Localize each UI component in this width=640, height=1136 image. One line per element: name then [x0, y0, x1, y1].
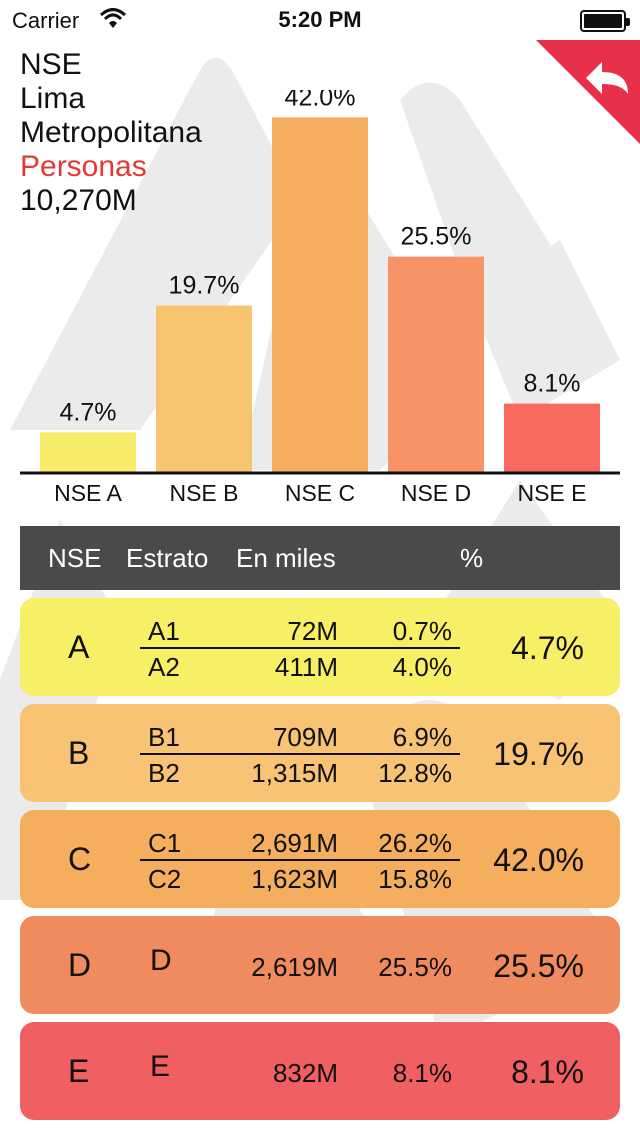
row-total-pct: 4.7% — [511, 630, 584, 666]
row-sub-pct: 0.7% — [392, 616, 452, 646]
wifi-icon — [100, 8, 126, 28]
row-nse: A — [68, 629, 90, 665]
row-miles: 1,315M — [251, 758, 338, 788]
category-label: NSE C — [285, 480, 355, 506]
header-pct: % — [460, 543, 484, 573]
category-label: NSE B — [169, 480, 238, 506]
title-line-total: 10,270M — [20, 184, 137, 217]
bar-value-label: 4.7% — [60, 398, 117, 426]
row-sub-pct: 4.0% — [392, 652, 452, 682]
row-sub-pct: 8.1% — [392, 1058, 452, 1088]
bar-nse-d — [388, 256, 484, 472]
clock: 5:20 PM — [278, 7, 362, 32]
table-row-b: B 19.7% B1 709M 6.9% B2 1,315M 12.8% — [20, 704, 620, 802]
row-sub-pct: 12.8% — [378, 758, 452, 788]
row-total-pct: 25.5% — [493, 948, 584, 984]
carrier-label: Carrier — [12, 8, 80, 33]
title-line-lima: Lima — [20, 82, 86, 115]
header-nse: NSE — [48, 543, 102, 573]
bar-value-label: 8.1% — [524, 370, 581, 398]
title-line-metropolitana: Metropolitana — [20, 116, 202, 149]
bar-nse-b — [156, 305, 252, 472]
bar-chart: 4.7% NSE A 19.7% NSE B 42.0% NSE C 25.5% NSE D 8… — [20, 90, 620, 506]
row-total-pct: 42.0% — [493, 842, 584, 878]
row-estrato: A1 — [148, 616, 180, 646]
bar-value-label: 42.0% — [285, 90, 356, 111]
title-line-personas: Personas — [20, 150, 147, 183]
row-total-pct: 19.7% — [493, 736, 584, 772]
table-row-c: C 42.0% C1 2,691M 26.2% C2 1,623M 15.8% — [20, 810, 620, 908]
table-header: NSE Estrato En miles % — [20, 526, 620, 590]
row-estrato: B2 — [148, 758, 180, 788]
header-estrato: Estrato — [126, 543, 209, 573]
battery-icon — [580, 10, 630, 32]
back-button[interactable] — [536, 40, 640, 144]
row-total-pct: 8.1% — [511, 1054, 584, 1090]
bar-nse-a — [40, 432, 136, 472]
table-row-d: D 25.5% D 2,619M 25.5% — [20, 916, 620, 1014]
row-miles: 832M — [272, 1058, 338, 1088]
table-row-a: A 4.7% A1 72M 0.7% A2 411M 4.0% — [20, 598, 620, 696]
title-line-nse: NSE — [20, 48, 82, 81]
row-divider — [140, 647, 460, 649]
row-estrato: D — [150, 944, 172, 977]
row-sub-pct: 26.2% — [378, 828, 452, 858]
row-sub-pct: 15.8% — [378, 864, 452, 894]
row-estrato: A2 — [148, 652, 180, 682]
row-divider — [140, 859, 460, 861]
bar-nse-e — [504, 403, 600, 472]
row-miles: 709M — [272, 722, 338, 752]
row-miles: 2,619M — [251, 952, 338, 982]
bar-value-label: 19.7% — [169, 272, 240, 300]
bar-value-label: 25.5% — [401, 223, 472, 251]
status-bar: Carrier 5:20 PM — [0, 0, 640, 40]
back-arrow-icon — [586, 62, 628, 94]
category-label: NSE A — [54, 480, 122, 506]
title-block: NSE Lima Metropolitana Personas 10,270M — [20, 48, 202, 218]
row-miles: 1,623M — [251, 864, 338, 894]
bar-nse-c — [272, 117, 368, 472]
table-row-e: E 8.1% E 832M 8.1% — [20, 1022, 620, 1120]
row-divider — [140, 753, 460, 755]
row-estrato: C2 — [148, 864, 182, 894]
row-nse: E — [68, 1053, 90, 1089]
row-nse: C — [68, 841, 92, 877]
row-nse: D — [68, 947, 92, 983]
row-sub-pct: 25.5% — [378, 952, 452, 982]
row-miles: 411M — [274, 652, 338, 682]
row-estrato: C1 — [148, 828, 182, 858]
category-label: NSE E — [517, 480, 586, 506]
row-estrato: B1 — [148, 722, 180, 752]
row-miles: 2,691M — [251, 828, 338, 858]
row-sub-pct: 6.9% — [392, 722, 452, 752]
header-miles: En miles — [236, 543, 336, 573]
row-nse: B — [68, 735, 90, 771]
row-estrato: E — [150, 1050, 171, 1083]
category-label: NSE D — [401, 480, 471, 506]
row-miles: 72M — [287, 616, 338, 646]
